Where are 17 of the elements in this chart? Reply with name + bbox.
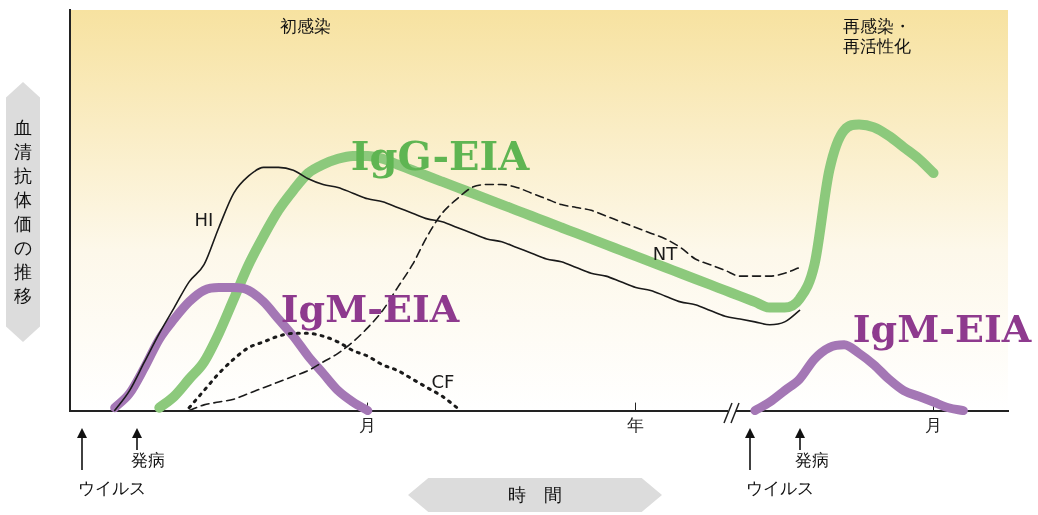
x-tick-label: 月 — [925, 415, 943, 436]
series-label: IgG-EIA — [350, 132, 531, 179]
x-axis-title: 時 間 — [508, 483, 562, 507]
x-tick-label: 月 — [359, 415, 377, 436]
series-label: CF — [431, 371, 455, 392]
y-axis-title: 血清抗体価の推移 — [13, 116, 33, 308]
text: ウイルス — [77, 478, 147, 498]
series-label: IgM-EIA — [280, 286, 460, 331]
x-tick-label: 年 — [627, 415, 645, 436]
text: 発病 — [794, 450, 830, 470]
text: 初感染 — [278, 16, 332, 36]
text: ウイルス — [745, 478, 815, 498]
series-label: NT — [652, 243, 679, 264]
series-label: IgM-EIA — [852, 306, 1032, 351]
text: 発病 — [130, 450, 166, 470]
series-label: HI — [194, 209, 214, 230]
text: 再感染・再活性化 — [842, 16, 912, 56]
